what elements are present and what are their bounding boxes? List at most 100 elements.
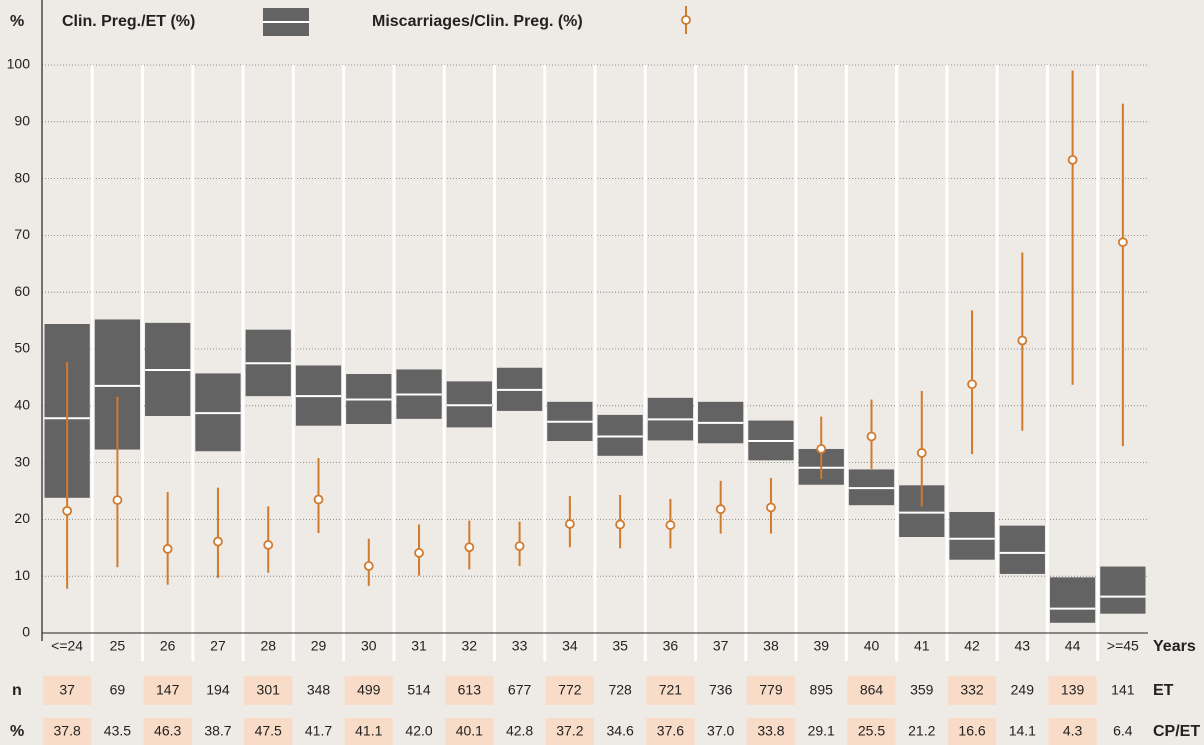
legend-point <box>681 15 691 25</box>
x-tick-label: 28 <box>260 638 276 654</box>
y-tick-label: 40 <box>14 397 30 413</box>
point <box>414 548 424 558</box>
range-box <box>1100 566 1146 614</box>
x-tick-label: 34 <box>562 638 578 654</box>
n-value: 141 <box>1111 682 1135 698</box>
point <box>363 561 374 571</box>
n-value: 895 <box>810 682 834 698</box>
n-value: 139 <box>1061 682 1085 698</box>
cell-bg <box>43 676 92 705</box>
n-value: 499 <box>357 682 381 698</box>
x-tick-label: 42 <box>964 638 980 654</box>
pct-value: 47.5 <box>255 723 282 739</box>
pct-value: 4.3 <box>1063 723 1083 739</box>
x-tick-label: 44 <box>1065 638 1081 654</box>
pct-value: 41.7 <box>305 723 332 739</box>
y-tick-label: 90 <box>14 113 30 129</box>
range-box <box>597 414 643 456</box>
pct-value: 37.0 <box>707 723 734 739</box>
pct-value: 33.8 <box>757 723 784 739</box>
pct-value: 42.0 <box>405 723 432 739</box>
point <box>916 448 927 458</box>
y-tick-label: 0 <box>22 624 30 640</box>
x-tick-label: 30 <box>361 638 377 654</box>
x-axis-label: Years <box>1153 638 1196 655</box>
x-tick-label: >=45 <box>1107 638 1139 654</box>
cell-bg <box>143 718 192 745</box>
cell-bg <box>847 676 896 705</box>
n-value: 514 <box>407 682 431 698</box>
cell-bg <box>1048 718 1097 745</box>
cell-bg <box>143 676 192 705</box>
cell-bg <box>646 718 695 745</box>
n-value: 37 <box>59 682 75 698</box>
point <box>1067 154 1078 165</box>
legend-label: Clin. Preg./ET (%) <box>62 13 195 30</box>
y-tick-label: 30 <box>14 453 30 469</box>
cell-bg <box>947 676 997 705</box>
point <box>1117 237 1128 248</box>
pct-value: 46.3 <box>154 723 181 739</box>
x-tick-label: 37 <box>713 638 729 654</box>
table-label: % <box>10 723 24 740</box>
n-value: 301 <box>257 682 281 698</box>
pct-value: 29.1 <box>808 723 835 739</box>
y-tick-label: 10 <box>14 567 30 583</box>
y-tick-label: 100 <box>7 56 31 72</box>
x-tick-label: 29 <box>311 638 327 654</box>
n-value: 613 <box>458 682 482 698</box>
n-value: 772 <box>558 682 582 698</box>
y-axis-label: % <box>10 13 24 30</box>
point <box>263 540 274 550</box>
n-value: 147 <box>156 682 180 698</box>
point <box>313 494 324 505</box>
point <box>514 541 525 551</box>
range-box <box>999 525 1045 574</box>
pct-value: 41.1 <box>355 723 382 739</box>
point <box>112 495 123 505</box>
y-tick-label: 60 <box>14 283 30 299</box>
x-tick-label: 38 <box>763 638 779 654</box>
cell-bg <box>646 676 695 705</box>
pct-value: 37.8 <box>54 723 81 739</box>
n-value: 779 <box>759 682 783 698</box>
cell-bg <box>244 718 293 745</box>
point <box>615 519 626 530</box>
cell-bg <box>344 676 393 705</box>
x-tick-label: 32 <box>462 638 478 654</box>
cell-bg <box>344 718 393 745</box>
pct-value: 25.5 <box>858 723 885 739</box>
point <box>665 520 676 530</box>
cell-bg <box>43 718 92 745</box>
x-tick-label: 27 <box>210 638 226 654</box>
point <box>816 444 827 454</box>
x-tick-label: 41 <box>914 638 930 654</box>
cell-bg <box>545 676 594 705</box>
table-label: n <box>12 682 22 699</box>
pct-value: 42.8 <box>506 723 533 739</box>
point <box>866 431 877 442</box>
cell-bg <box>445 676 494 705</box>
point <box>967 379 977 390</box>
n-value: 721 <box>659 682 683 698</box>
n-value: 677 <box>508 682 532 698</box>
point <box>766 502 776 513</box>
y-tick-label: 70 <box>14 226 30 242</box>
x-tick-label: 39 <box>813 638 829 654</box>
point <box>162 544 173 554</box>
pct-value: 21.2 <box>908 723 935 739</box>
x-tick-label: 31 <box>411 638 427 654</box>
cell-bg <box>545 718 594 745</box>
n-value: 69 <box>110 682 126 698</box>
pct-value: 43.5 <box>104 723 131 739</box>
x-tick-label: <=24 <box>51 638 83 654</box>
y-tick-label: 20 <box>14 510 30 526</box>
pct-value: 14.1 <box>1009 723 1036 739</box>
x-tick-label: 33 <box>512 638 528 654</box>
cell-bg <box>947 718 997 745</box>
x-tick-label: 25 <box>110 638 126 654</box>
point <box>715 504 726 515</box>
range-box <box>949 512 995 560</box>
point <box>564 519 575 529</box>
